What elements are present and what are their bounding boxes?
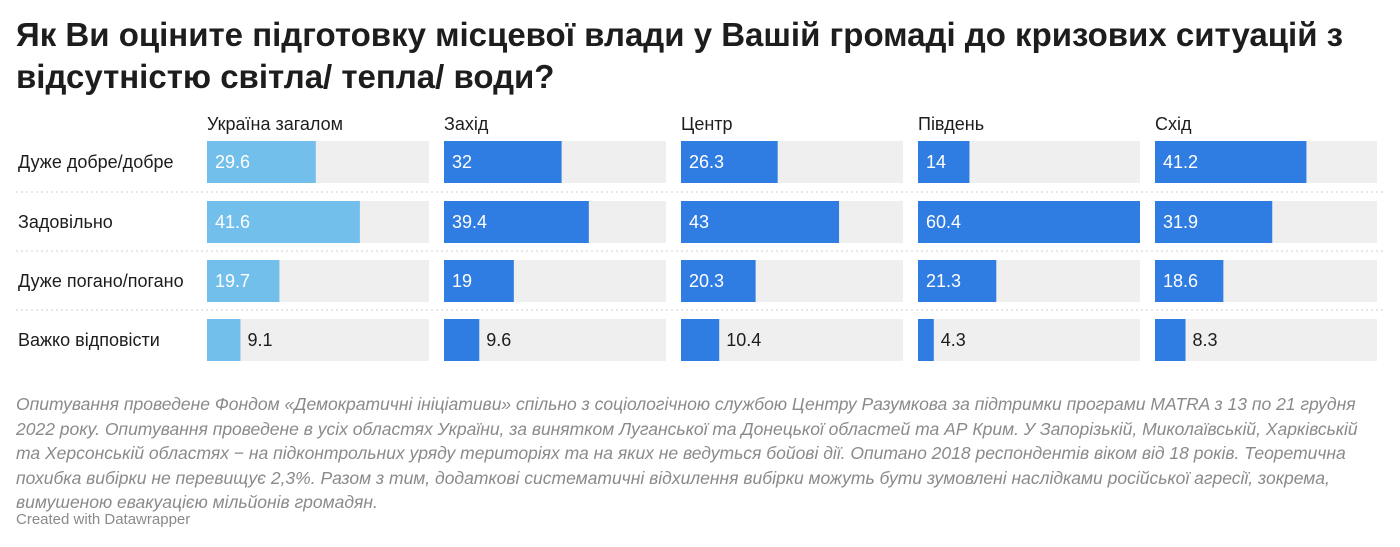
data-label: 10.4 <box>726 330 761 350</box>
column-header: Центр <box>681 114 733 134</box>
row-label: Важко відповісти <box>18 330 160 350</box>
bar-track <box>1155 319 1377 361</box>
data-label: 20.3 <box>689 271 724 291</box>
bar <box>918 201 1140 243</box>
data-label: 60.4 <box>926 212 961 232</box>
methodology-note: Опитування проведене Фондом «Демократичн… <box>16 394 1358 512</box>
bar <box>444 319 480 361</box>
data-label: 41.6 <box>215 212 250 232</box>
data-label: 9.6 <box>486 330 511 350</box>
data-label: 19 <box>452 271 472 291</box>
row-label: Дуже погано/погано <box>18 271 184 291</box>
bar <box>1155 260 1224 302</box>
bar-chart: Дуже добре/добре Задовільно Дуже погано/по… <box>16 114 1383 361</box>
column-header: Південь <box>918 114 984 134</box>
bar <box>207 141 316 183</box>
bar <box>444 260 514 302</box>
bar <box>681 141 778 183</box>
bar-track <box>444 319 666 361</box>
bar <box>918 260 997 302</box>
data-label: 21.3 <box>926 271 961 291</box>
data-label: 18.6 <box>1163 271 1198 291</box>
bar <box>444 141 562 183</box>
column-header: Захід <box>444 114 489 134</box>
data-label: 43 <box>689 212 709 232</box>
bar <box>681 201 840 243</box>
bar <box>1155 201 1273 243</box>
bar-track <box>918 319 1140 361</box>
page-title: Як Ви оціните підготовку місцевої влади … <box>16 16 1344 95</box>
data-label: 41.2 <box>1163 152 1198 172</box>
data-label: 32 <box>452 152 472 172</box>
data-label: 31.9 <box>1163 212 1198 232</box>
credit-line: Created with Datawrapper <box>16 511 191 528</box>
data-label: 4.3 <box>941 330 966 350</box>
column-header: Схід <box>1155 114 1192 134</box>
bar <box>1155 319 1186 361</box>
column-header: Україна загалом <box>207 114 343 134</box>
data-label: 8.3 <box>1193 330 1218 350</box>
bar <box>681 260 756 302</box>
row-label: Задовільно <box>18 212 113 232</box>
bar <box>1155 141 1307 183</box>
bar <box>918 319 934 361</box>
bar <box>207 201 360 243</box>
data-label: 29.6 <box>215 152 250 172</box>
bar-track <box>207 319 429 361</box>
data-label: 39.4 <box>452 212 487 232</box>
bar <box>207 260 280 302</box>
row-label: Дуже добре/добре <box>18 152 174 172</box>
bar <box>918 141 970 183</box>
bar <box>444 201 589 243</box>
data-label: 14 <box>926 152 946 172</box>
data-label: 19.7 <box>215 271 250 291</box>
bar <box>681 319 720 361</box>
data-label: 26.3 <box>689 152 724 172</box>
bar <box>207 319 241 361</box>
data-label: 9.1 <box>247 330 272 350</box>
